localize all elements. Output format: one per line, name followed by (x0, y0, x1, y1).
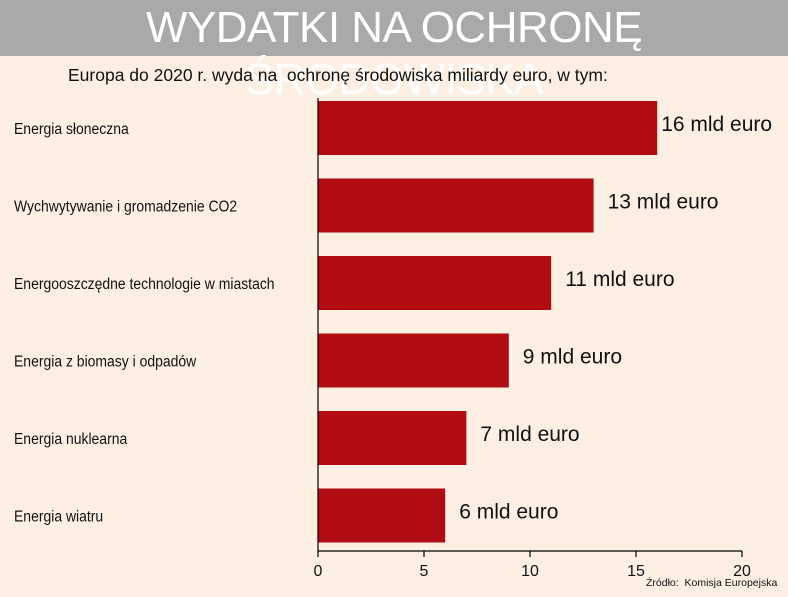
data-label: 6 mld euro (459, 501, 558, 524)
bar (318, 101, 658, 155)
category-label: Energia z biomasy i odpadów (14, 354, 197, 371)
category-label: Energia wiatru (14, 509, 103, 526)
data-label: 11 mld euro (565, 268, 674, 291)
x-tick-label: 0 (314, 563, 323, 580)
x-tick-label: 5 (420, 563, 429, 580)
data-label: 13 mld euro (608, 191, 719, 214)
category-label: Energia słoneczna (14, 121, 129, 138)
category-label: Energia nuklearna (14, 431, 128, 448)
chart-title: WYDATKI NA OCHRONĘ ŚRODOWISKA (145, 3, 643, 104)
x-tick-label: 10 (521, 563, 539, 580)
bar (318, 488, 446, 543)
category-label: Wychwytywanie i gromadzenie CO2 (14, 199, 237, 216)
x-tick-label: 15 (627, 563, 645, 580)
bar (318, 333, 509, 388)
category-label: Energooszczędne technologie w miastach (14, 276, 275, 293)
x-tick-label: 20 (733, 563, 751, 580)
bar (318, 411, 467, 465)
data-label: 9 mld euro (523, 346, 622, 369)
chart-subtitle: Europa do 2020 r. wyda na ochronę środow… (68, 65, 608, 85)
data-label: 16 mld euro (661, 113, 772, 136)
source-note: Źródło: Komisja Europejska (646, 577, 778, 589)
bar (318, 256, 552, 310)
bar (318, 178, 594, 233)
data-label: 7 mld euro (480, 423, 579, 446)
title-band (0, 0, 788, 56)
